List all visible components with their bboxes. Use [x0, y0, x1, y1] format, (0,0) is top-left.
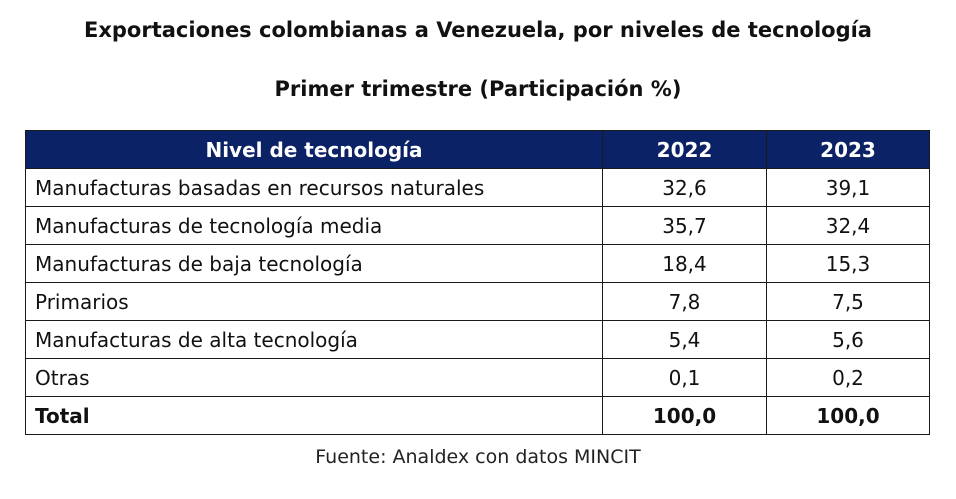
row-label: Manufacturas de baja tecnología	[25, 244, 603, 283]
cell-2022: 32,6	[602, 168, 767, 207]
cell-2022: 0,1	[602, 358, 767, 397]
total-2022: 100,0	[602, 396, 767, 435]
cell-2022: 18,4	[602, 244, 767, 283]
header-year-2022: 2022	[602, 130, 767, 169]
table-row: Manufacturas de alta tecnología 5,4 5,6	[25, 320, 930, 359]
source-note: Fuente: Analdex con datos MINCIT	[315, 446, 641, 468]
table-row: Primarios 7,8 7,5	[25, 282, 930, 321]
table-header-row: Nivel de tecnología 2022 2023	[25, 130, 930, 169]
cell-2023: 0,2	[766, 358, 930, 397]
total-2023: 100,0	[766, 396, 930, 435]
row-label: Manufacturas de alta tecnología	[25, 320, 603, 359]
header-technology-level: Nivel de tecnología	[25, 130, 603, 169]
cell-2023: 15,3	[766, 244, 930, 283]
cell-2022: 7,8	[602, 282, 767, 321]
table-row: Manufacturas de tecnología media 35,7 32…	[25, 206, 930, 245]
row-label: Manufacturas de tecnología media	[25, 206, 603, 245]
total-label: Total	[25, 396, 603, 435]
cell-2023: 5,6	[766, 320, 930, 359]
cell-2022: 5,4	[602, 320, 767, 359]
cell-2023: 32,4	[766, 206, 930, 245]
cell-2023: 7,5	[766, 282, 930, 321]
chart-subtitle: Primer trimestre (Participación %)	[274, 77, 682, 101]
row-label: Manufacturas basadas en recursos natural…	[25, 168, 603, 207]
table-total-row: Total 100,0 100,0	[25, 396, 930, 435]
chart-title: Exportaciones colombianas a Venezuela, p…	[84, 18, 872, 42]
table-row: Manufacturas de baja tecnología 18,4 15,…	[25, 244, 930, 283]
data-table: Nivel de tecnología 2022 2023 Manufactur…	[25, 130, 930, 435]
cell-2023: 39,1	[766, 168, 930, 207]
header-year-2023: 2023	[766, 130, 930, 169]
cell-2022: 35,7	[602, 206, 767, 245]
row-label: Primarios	[25, 282, 603, 321]
table-row: Manufacturas basadas en recursos natural…	[25, 168, 930, 207]
row-label: Otras	[25, 358, 603, 397]
table-row: Otras 0,1 0,2	[25, 358, 930, 397]
